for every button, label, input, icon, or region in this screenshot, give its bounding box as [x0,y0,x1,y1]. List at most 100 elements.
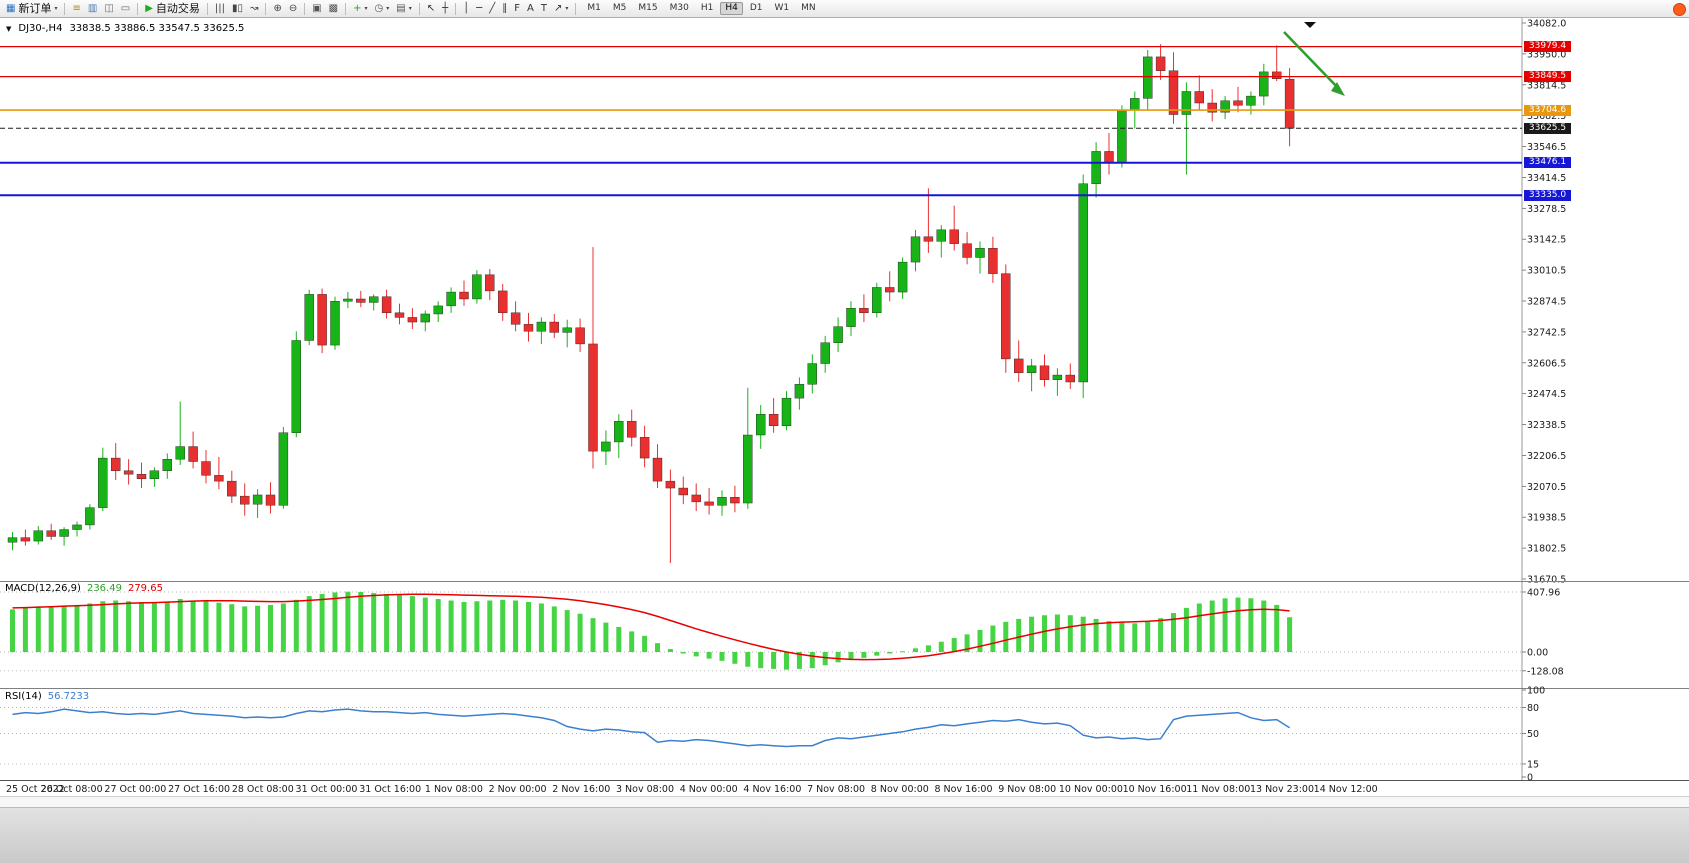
toolbar-separator [137,2,139,15]
macd-histogram-bar [564,610,570,652]
macd-histogram-bar [642,635,648,652]
price-chart[interactable]: 34082.0 33950.0 33814.5 33682.5 33546.5 33414… [0,18,1689,796]
macd-histogram-bar [48,607,54,652]
horizontal-line-icon[interactable]: ─ [473,1,485,16]
timeframe-M30[interactable]: M30 [669,3,689,13]
svg-text:32206.5: 32206.5 [1527,451,1566,462]
macd-histogram-bar [732,652,738,664]
terminal-icon[interactable]: ▭ [118,1,133,16]
equidistant-channel-icon[interactable]: ∥ [499,1,510,16]
text-icon[interactable]: A [524,1,537,16]
candle-body [949,229,959,244]
window-bottom-area [0,807,1689,863]
candle-body [420,313,430,323]
candle-body [743,434,753,504]
timeframe-H1[interactable]: H1 [700,3,714,13]
macd-histogram-bar [822,652,828,666]
macd-histogram-bar [874,652,880,656]
toolbar-separator [304,2,306,15]
horizontal-scrollbar[interactable] [0,796,1689,807]
svg-text:31938.5: 31938.5 [1527,513,1566,524]
rsi-indicator-label: RSI(14) 56.7233 [5,691,89,702]
periodicity-icon[interactable]: ◷ ▾ [372,1,393,16]
macd-histogram-bar [1248,598,1254,652]
templates-icon[interactable]: ▤ ▾ [393,1,414,16]
timeframe-MN[interactable]: MN [801,3,816,13]
macd-histogram-bar [603,622,609,652]
macd-name: MACD(12,26,9) [5,583,81,594]
symbol-dropdown-icon[interactable]: ▼ [6,24,12,33]
macd-histogram-bar [409,596,415,652]
macd-histogram-bar [1171,613,1176,652]
candle-body [1259,71,1269,97]
navigator-icon[interactable]: ◫ [101,1,116,16]
toolbar: ▦ 新订单 ▾ ≡ ▥ ◫ ▭ ▶ 自动交易 ||| ▮▯ ↝ ⊕ ⊖ ▣ ▩ + ▾ ◷ ▾ ▤ ▾ ↖ ┼ │ ─ ╱ ∥ F A T ↗… [0,0,1689,18]
svg-text:32070.5: 32070.5 [1527,482,1566,493]
templates-icon: ▤ [396,2,406,14]
candle-body [20,537,31,542]
svg-text:0: 0 [1527,773,1533,784]
macd-histogram-bar [796,652,802,669]
macd-histogram-bar [126,601,132,652]
new-order-button[interactable]: ▦ 新订单 ▾ [3,1,60,16]
crosshair-icon[interactable]: ┼ [439,1,451,16]
macd-histogram-bar [784,652,789,670]
timeframe-M15[interactable]: M15 [638,3,658,13]
candle-body [910,236,921,263]
svg-text:15: 15 [1527,759,1539,770]
macd-histogram-bar [448,600,454,652]
svg-text:8 Nov 00:00: 8 Nov 00:00 [871,784,929,795]
data-window-icon[interactable]: ▥ [85,1,100,16]
caret-down-icon: ▾ [565,5,569,12]
candle-body [1001,273,1011,360]
shapes-icon[interactable]: ↗ ▾ [551,1,571,16]
candle-body [575,327,585,345]
autotrade-button[interactable]: ▶ 自动交易 [142,1,203,16]
macd-histogram-bar [900,651,906,653]
macd-histogram-bar [551,606,557,652]
svg-text:33682.5: 33682.5 [1527,111,1566,122]
macd-histogram-bar [35,606,41,652]
candle-body [833,326,843,343]
macd-histogram-bar [500,599,506,652]
macd-histogram-bar [719,652,725,661]
text-label-icon[interactable]: T [538,1,550,16]
vertical-line-icon[interactable]: │ [460,1,472,16]
candlesticks [7,44,1295,563]
timeframe-D1[interactable]: D1 [749,3,763,13]
svg-text:100: 100 [1527,686,1545,697]
timeframe-M5[interactable]: M5 [612,3,627,13]
candlestick-icon[interactable]: ▮▯ [229,1,246,16]
macd-histogram-bar [474,601,480,652]
add-indicator-icon[interactable]: + ▾ [350,1,370,16]
candle-body [381,296,392,314]
market-watch-icon[interactable]: ≡ [69,1,83,16]
fibonacci-icon[interactable]: F [511,1,523,16]
bar-chart-icon: ||| [214,2,226,14]
chart-shift-marker [1304,22,1316,28]
notification-badge[interactable] [1673,3,1686,16]
timeframe-H4[interactable]: H4 [720,2,743,15]
candle-body [768,414,779,426]
macd-histogram-bar [216,602,222,652]
chart-title: ▼ DJ30-,H4 33838.5 33886.5 33547.5 33625… [6,23,244,34]
cascade-windows-icon[interactable]: ▩ [326,1,341,16]
candle-body [1039,365,1050,380]
bar-chart-icon[interactable]: ||| [212,1,228,16]
trendline-icon[interactable]: ╱ [486,1,498,16]
timeframe-W1[interactable]: W1 [774,3,790,13]
macd-histogram-bar [345,591,351,652]
candle-body [1026,365,1037,373]
macd-histogram-bar [1222,598,1228,652]
candle-body [72,524,82,530]
line-chart-icon[interactable]: ↝ [247,1,261,16]
candle-body [678,487,688,496]
candle-body [433,305,443,315]
cursor-icon[interactable]: ↖ [424,1,438,16]
timeframe-M1[interactable]: M1 [587,3,601,13]
zoom-in-icon[interactable]: ⊕ [270,1,284,16]
tile-windows-icon[interactable]: ▣ [309,1,324,16]
candle-body [1271,71,1282,79]
svg-text:9 Nov 08:00: 9 Nov 08:00 [998,784,1056,795]
zoom-out-icon[interactable]: ⊖ [286,1,300,16]
